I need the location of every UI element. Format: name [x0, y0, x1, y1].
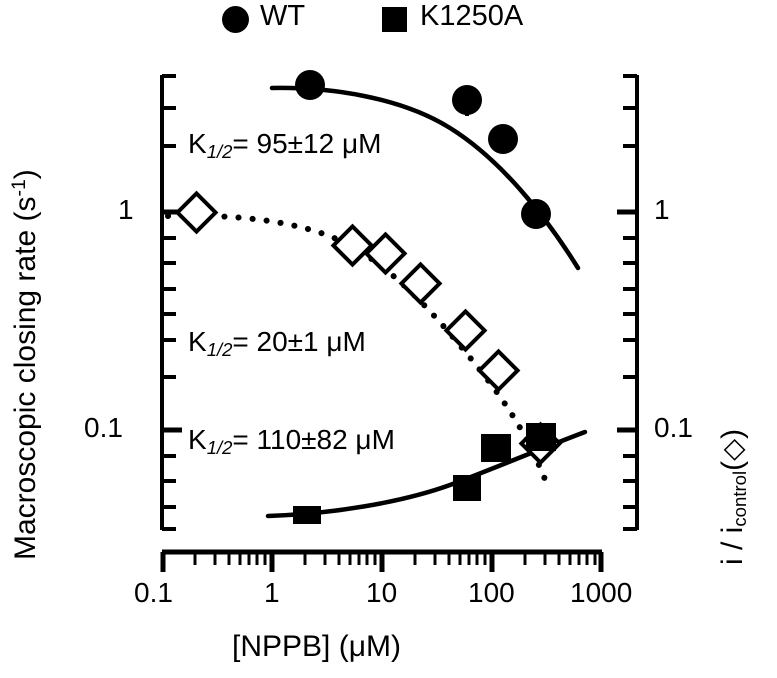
x-tick-label-1: 1 [264, 577, 280, 608]
y-right-tick-label-0.1: 0.1 [654, 412, 693, 443]
legend-square-marker-icon [382, 7, 407, 32]
y-left-title-post: ) [9, 169, 43, 180]
wt-fit-curve [269, 85, 581, 271]
annotation-subscript: 1/2 [206, 437, 233, 459]
legend-label-k1250a: K1250A [420, 0, 524, 32]
x-axis-title: [NPPB] (μM) [232, 630, 401, 664]
y-right-title-subscript: control [729, 470, 751, 527]
y-left-tick-label-1: 1 [118, 194, 134, 225]
x-tick-label-10: 10 [366, 577, 398, 608]
x-title-pre: [NPPB] ( [232, 630, 349, 663]
data-point [295, 70, 325, 100]
y-left-tick-label-0.1: 0.1 [84, 412, 123, 443]
annotation-text: = 110±82 μM [232, 424, 395, 455]
x-title-post: M) [366, 630, 401, 663]
y-right-tick-label-1: 1 [654, 194, 670, 225]
annotation-subscript: 1/2 [206, 141, 233, 163]
x-axis [160, 549, 604, 572]
annotation-text: = 95±12 μM [232, 128, 382, 159]
y-left-title-superscript: -1 [8, 179, 30, 197]
x-tick-label-0.1: 0.1 [134, 577, 173, 608]
data-point [476, 348, 521, 393]
series-wt-markers [295, 70, 551, 229]
x-title-mu: μ [348, 630, 366, 663]
y-right-title-pre: i / i [716, 526, 749, 565]
data-point [330, 223, 375, 268]
data-point [452, 85, 482, 115]
diamond-marker-icon: ◇ [717, 438, 749, 461]
series-k1250a-markers [293, 423, 556, 524]
annotation-prefix: K [188, 424, 207, 455]
y-axis-right-title: i / icontrol(◇) [716, 429, 751, 565]
data-point [174, 190, 219, 235]
legend-label-wt: WT [260, 0, 306, 32]
annotation-prefix: K [188, 128, 207, 159]
x-tick-label-100: 100 [468, 577, 515, 608]
y-axis-right [617, 74, 639, 531]
y-axis-left [160, 74, 182, 531]
data-point [398, 261, 443, 306]
y-right-title-paren-close: ) [716, 428, 749, 439]
data-point [521, 199, 551, 229]
annotation-k-half-k1250a: K1/2= 110±82 μM [188, 424, 395, 459]
annotation-k-half-wt: K1/2= 95±12 μM [188, 128, 381, 163]
y-axis-left-title: Macroscopic closing rate (s-1) [8, 169, 43, 560]
data-point [293, 506, 321, 524]
data-point [488, 124, 518, 154]
data-point [526, 423, 556, 451]
data-point [481, 434, 511, 462]
y-right-title-paren-open: ( [716, 460, 749, 471]
annotation-subscript: 1/2 [206, 339, 233, 361]
annotation-k-half-control: K1/2= 20±1 μM [188, 326, 366, 361]
annotation-text: = 20±1 μM [232, 326, 366, 357]
x-tick-label-1000: 1000 [570, 577, 633, 608]
data-point [363, 231, 408, 276]
series-control-markers [174, 190, 563, 466]
y-left-title-main: Macroscopic closing rate (s [9, 196, 43, 560]
data-point [453, 475, 481, 501]
data-point [443, 308, 488, 353]
legend-circle-marker-icon [222, 6, 249, 33]
annotation-prefix: K [188, 326, 207, 357]
